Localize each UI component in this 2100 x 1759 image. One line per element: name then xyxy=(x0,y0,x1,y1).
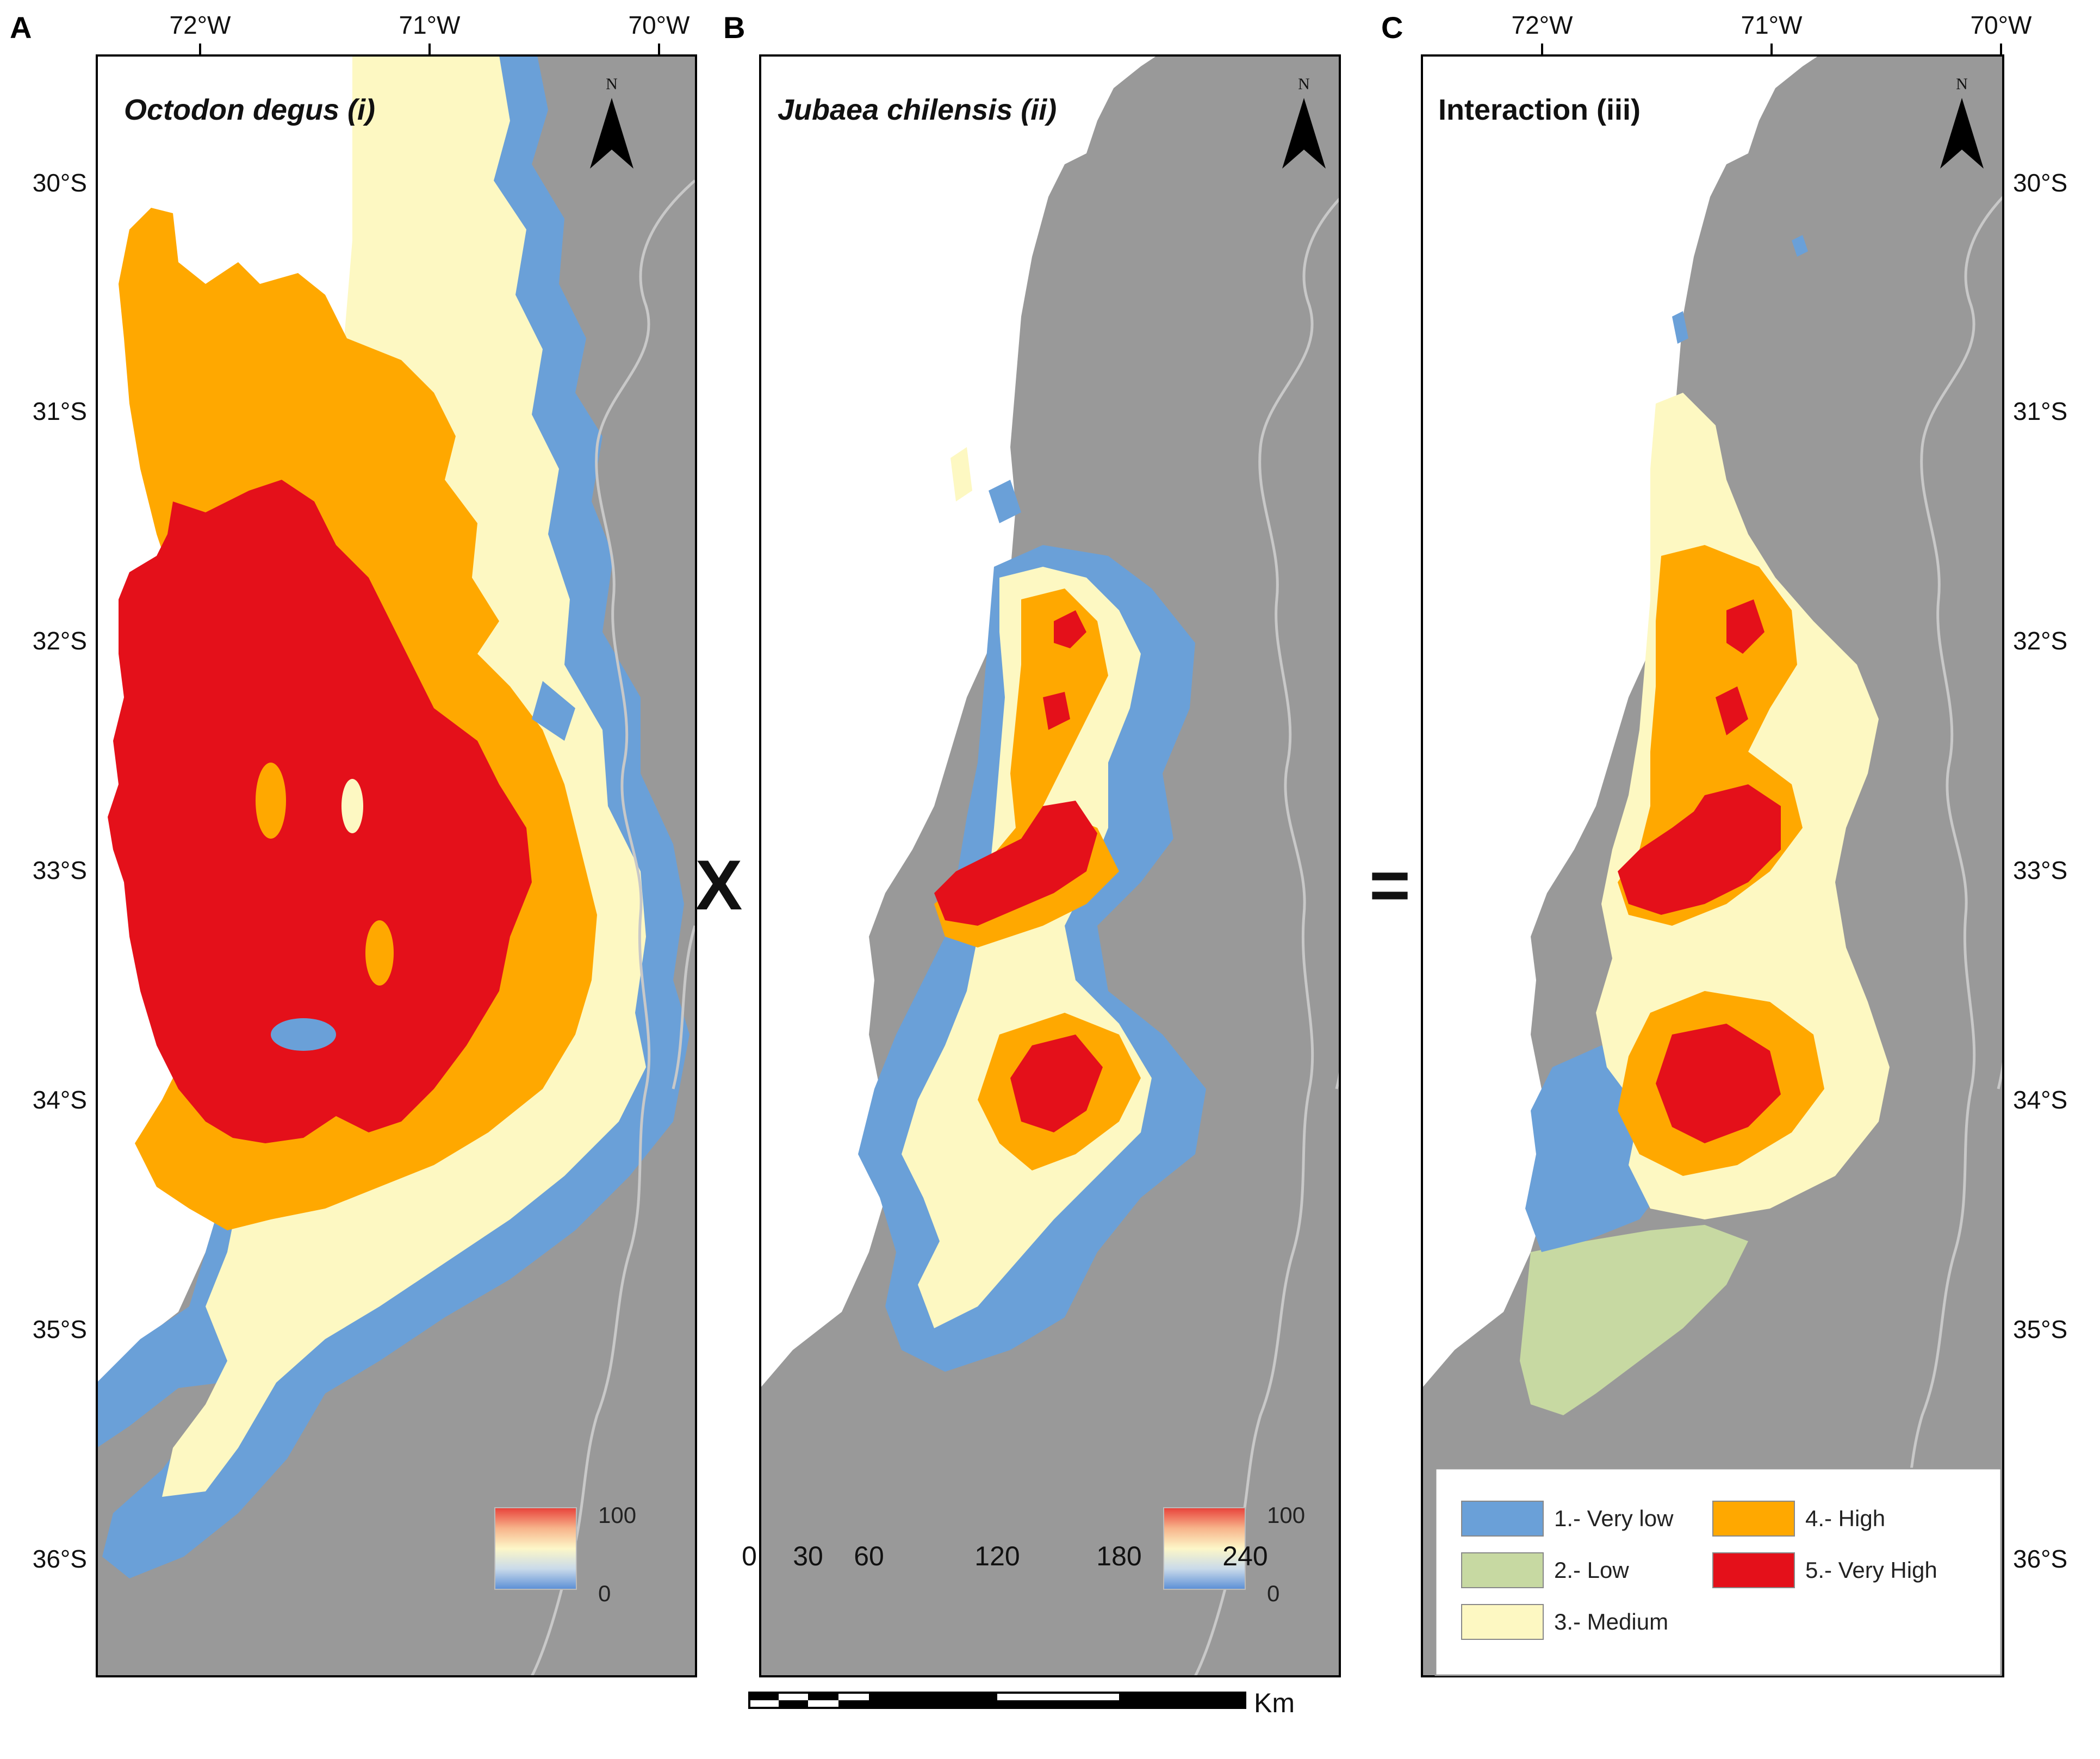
latitude-labels-left: 30°S 31°S 32°S 33°S 34°S 35°S 36°S xyxy=(33,169,87,1573)
panel-a-title: Octodon degus (i) xyxy=(124,94,375,126)
scale-tick-240: 240 xyxy=(1222,1541,1268,1571)
lon-label-72w-c: 72°W xyxy=(1512,11,1574,39)
latitude-labels-right: 30°S 31°S 32°S 33°S 34°S 35°S 36°S xyxy=(2013,169,2067,1573)
svg-text:5.- Very High: 5.- Very High xyxy=(1805,1557,1937,1583)
lat-label-34s-r: 34°S xyxy=(2013,1086,2067,1114)
lon-label-72w: 72°W xyxy=(170,11,232,39)
lon-label-70w: 70°W xyxy=(629,11,691,39)
lat-label-30s-r: 30°S xyxy=(2013,169,2067,197)
multiply-symbol: X xyxy=(695,845,743,925)
lon-label-71w-c: 71°W xyxy=(1741,11,1803,39)
north-arrow-icon: N xyxy=(590,75,633,169)
scale-tick-120: 120 xyxy=(974,1541,1020,1571)
suitability-very-high-zone xyxy=(108,480,532,1143)
svg-text:1.- Very low: 1.- Very low xyxy=(1554,1506,1674,1531)
lat-label-36s: 36°S xyxy=(33,1545,87,1573)
colorbar-b-min: 0 xyxy=(1267,1581,1279,1606)
map-panel-b xyxy=(760,55,1340,1676)
panel-label-b: B xyxy=(723,10,745,45)
legend-item-medium: 3.- Medium xyxy=(1461,1604,1668,1640)
svg-text:3.- Medium: 3.- Medium xyxy=(1554,1609,1668,1634)
map-panel-a xyxy=(97,55,696,1676)
panel-label-c: C xyxy=(1381,10,1403,45)
scale-unit: Km xyxy=(1254,1688,1295,1718)
scale-tick-180: 180 xyxy=(1096,1541,1141,1571)
interaction-low-zone xyxy=(1520,1225,1748,1415)
lat-label-33s-r: 33°S xyxy=(2013,856,2067,884)
panel-b-title: Jubaea chilensis (ii) xyxy=(778,94,1057,126)
colorbar-a-min: 0 xyxy=(598,1581,611,1606)
longitude-labels-top-c: 72°W 71°W 70°W xyxy=(1512,11,2033,55)
lat-label-31s: 31°S xyxy=(33,397,87,425)
colorbar-a: 100 0 xyxy=(494,1502,636,1606)
panel-label-a: A xyxy=(10,10,32,45)
colorbar-a-max: 100 xyxy=(598,1502,636,1528)
lat-label-30s: 30°S xyxy=(33,169,87,197)
lat-label-35s: 35°S xyxy=(33,1315,87,1343)
colorbar-b: 100 0 xyxy=(1163,1502,1305,1606)
lat-label-32s: 32°S xyxy=(33,627,87,655)
suitability-very-high-zone xyxy=(934,801,1097,926)
svg-text:N: N xyxy=(606,75,618,93)
legend-item-high: 4.- High xyxy=(1712,1501,1885,1537)
scale-tick-60: 60 xyxy=(854,1541,884,1571)
scale-bar: 0 30 60 120 180 240 Km xyxy=(742,1541,1295,1718)
equals-symbol: = xyxy=(1369,845,1411,925)
panel-c-title: Interaction (iii) xyxy=(1438,94,1641,126)
interaction-very-high-zone xyxy=(1618,784,1781,915)
map-panel-c xyxy=(1422,55,2003,1676)
scale-tick-30: 30 xyxy=(793,1541,823,1571)
north-arrow-icon: N xyxy=(1282,75,1326,169)
scale-tick-0: 0 xyxy=(742,1541,757,1571)
svg-text:2.- Low: 2.- Low xyxy=(1554,1557,1629,1583)
lat-label-34s: 34°S xyxy=(33,1086,87,1114)
lat-label-31s-r: 31°S xyxy=(2013,397,2067,425)
svg-text:4.- High: 4.- High xyxy=(1805,1506,1885,1531)
lon-label-71w: 71°W xyxy=(399,11,461,39)
legend-item-very-low: 1.- Very low xyxy=(1461,1501,1674,1537)
colorbar-b-max: 100 xyxy=(1267,1502,1305,1528)
interaction-legend: 1.- Very low 2.- Low 3.- Medium 4.- High… xyxy=(1434,1467,2002,1676)
legend-item-low: 2.- Low xyxy=(1461,1552,1629,1588)
longitude-labels-top-a: 72°W 71°W 70°W xyxy=(170,11,691,55)
lat-label-36s-r: 36°S xyxy=(2013,1545,2067,1573)
lat-label-35s-r: 35°S xyxy=(2013,1315,2067,1343)
svg-text:N: N xyxy=(1956,75,1968,93)
lon-label-70w-c: 70°W xyxy=(1971,11,2033,39)
north-arrow-icon: N xyxy=(1940,75,1984,169)
lat-label-32s-r: 32°S xyxy=(2013,627,2067,655)
svg-text:N: N xyxy=(1298,75,1310,93)
legend-item-very-high: 5.- Very High xyxy=(1712,1552,1937,1588)
lat-label-33s: 33°S xyxy=(33,856,87,884)
